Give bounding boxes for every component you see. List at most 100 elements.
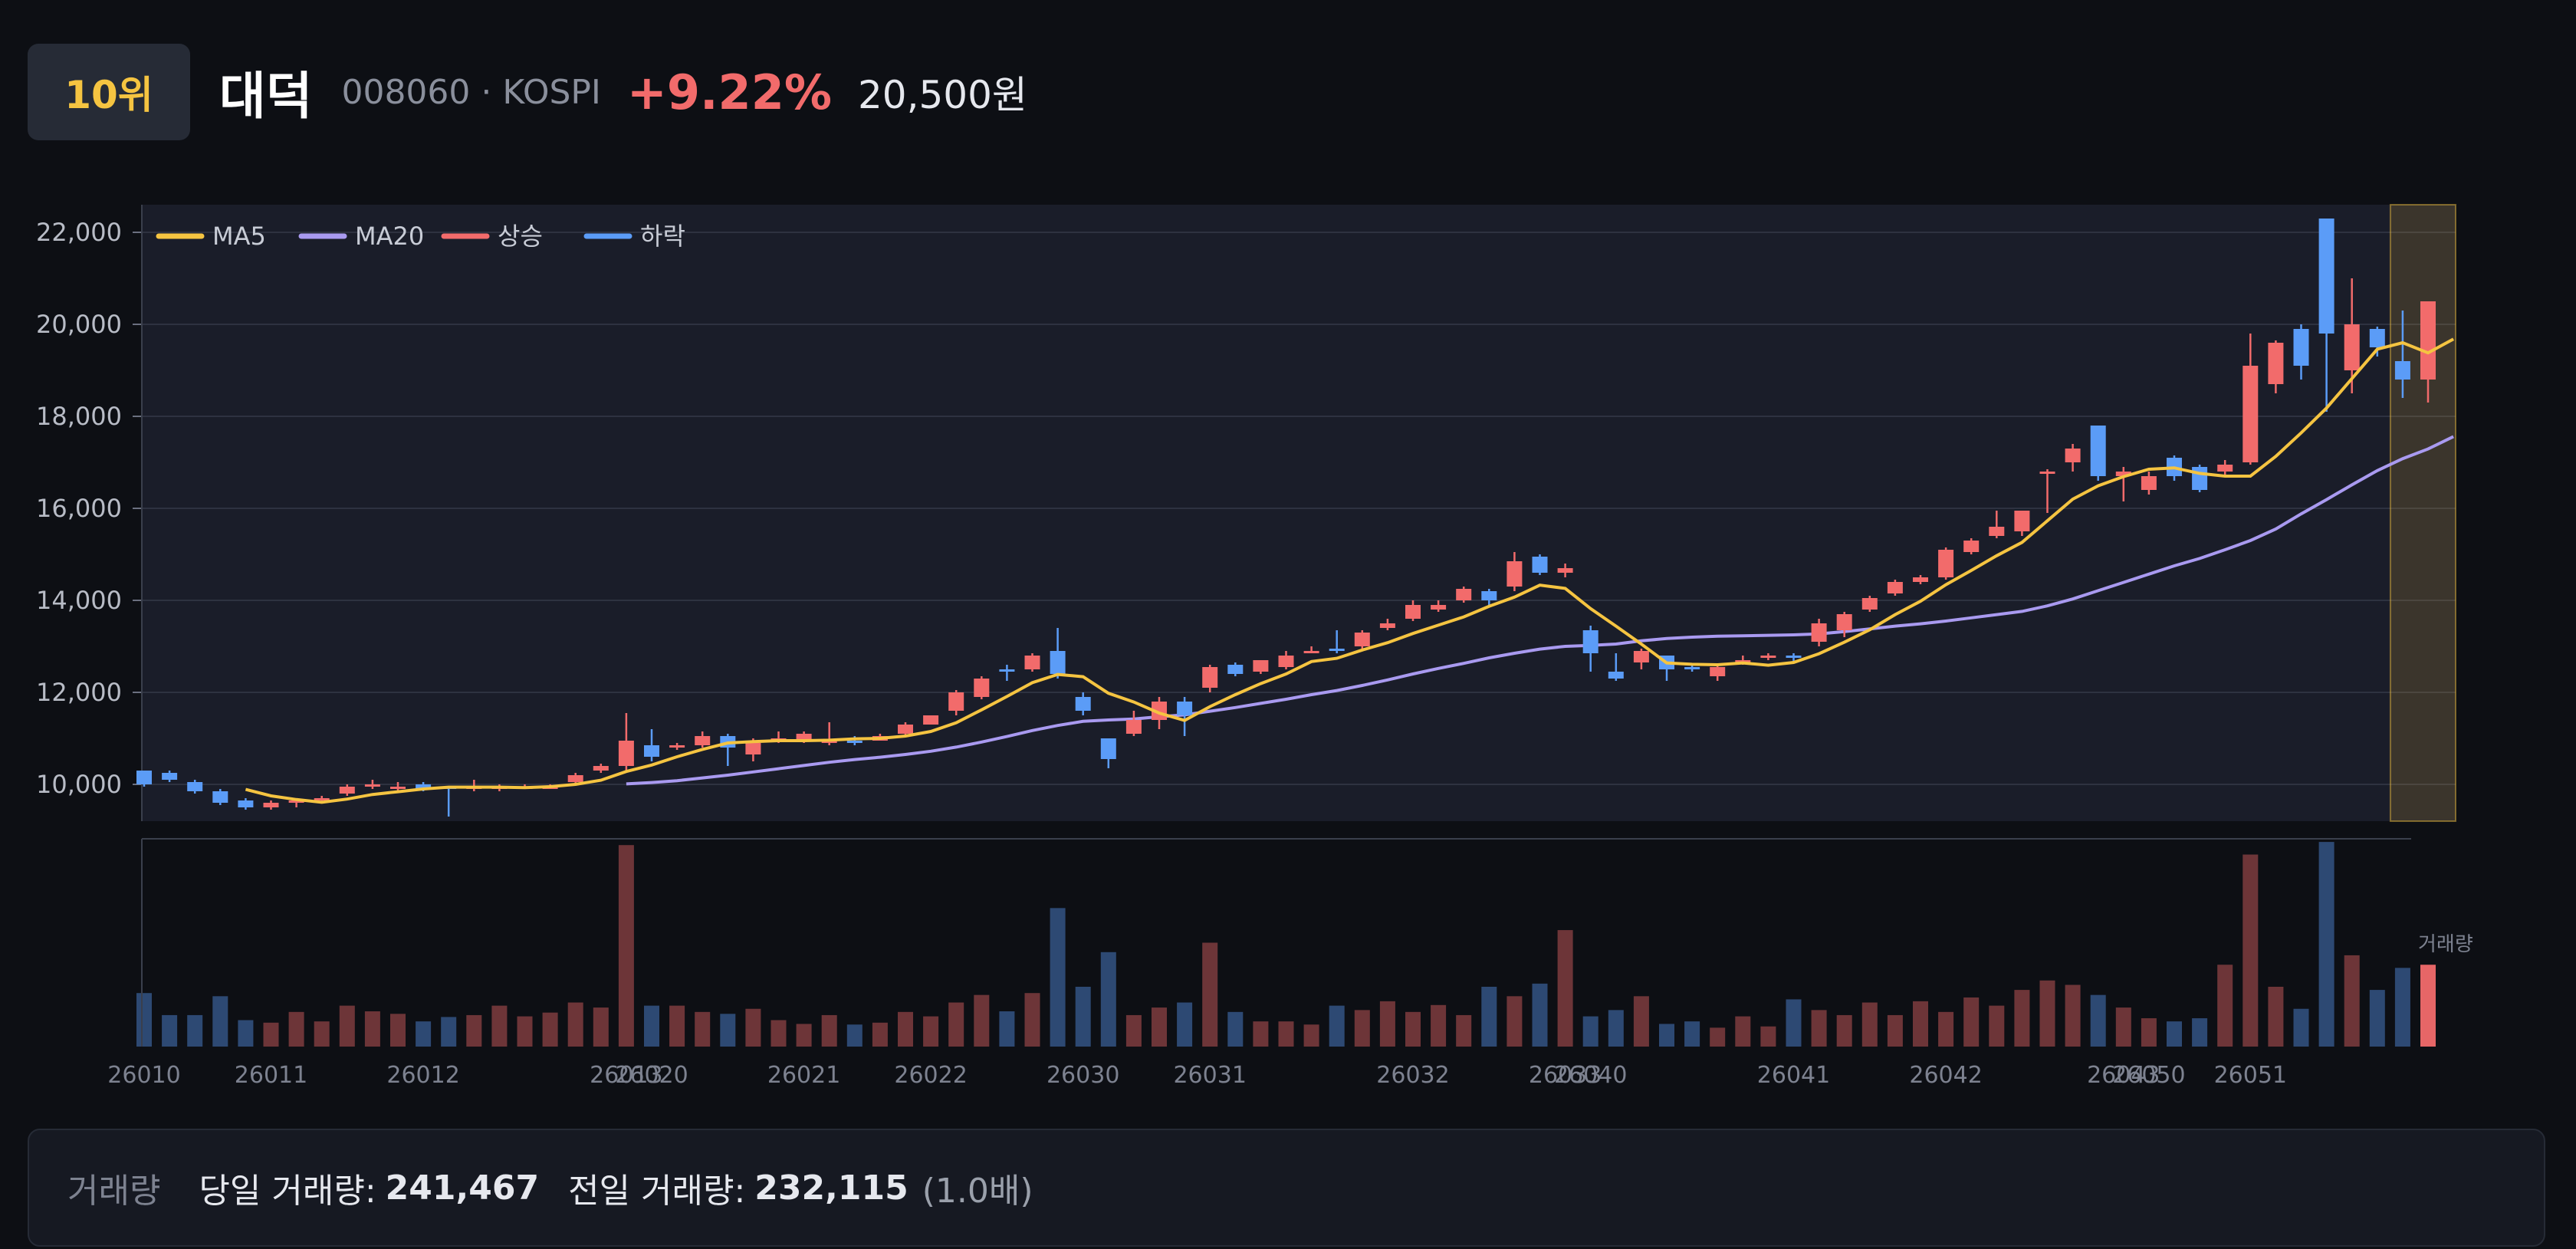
volume-bar xyxy=(745,1008,761,1047)
y-tick-label: 16,000 xyxy=(36,494,122,523)
candle xyxy=(1075,692,1091,715)
candle xyxy=(212,789,228,805)
volume-bar xyxy=(1633,996,1649,1047)
candle xyxy=(2090,426,2106,481)
volume-bar xyxy=(491,1005,508,1047)
volume-summary-label: 거래량 xyxy=(67,1172,161,1211)
volume-bar xyxy=(872,1022,888,1047)
candle xyxy=(1506,552,1523,591)
candle xyxy=(238,798,254,810)
candle-body xyxy=(1532,557,1548,573)
x-tick-label: 26051 xyxy=(2214,1062,2287,1089)
volume-bar xyxy=(1278,1021,1294,1047)
candle-body xyxy=(796,734,812,741)
volume-bar xyxy=(1684,1021,1700,1047)
legend-label: 하락 xyxy=(640,222,685,251)
volume-bar xyxy=(2141,1018,2157,1047)
candle xyxy=(339,784,355,796)
volume-bar xyxy=(720,1014,736,1047)
volume-bar xyxy=(288,1011,304,1047)
stock-code: 008060 · KOSPI xyxy=(341,72,601,112)
volume-bar xyxy=(974,994,990,1047)
x-tick-label: 26033 xyxy=(1529,1062,1602,1089)
volume-bar xyxy=(1253,1021,1269,1047)
candle xyxy=(1100,738,1116,768)
candle xyxy=(1278,651,1294,669)
volume-bar xyxy=(846,1024,863,1047)
candle-body xyxy=(263,803,279,807)
volume-bar xyxy=(1024,993,1040,1047)
x-tick-label: 26021 xyxy=(767,1062,840,1089)
volume-bar xyxy=(2167,1021,2182,1047)
volume-bar xyxy=(1786,999,1802,1047)
candle xyxy=(263,800,279,810)
volume-bar xyxy=(948,1002,964,1047)
volume-bar xyxy=(1456,1014,1472,1047)
candle-body xyxy=(1913,577,1928,582)
candle xyxy=(2141,472,2157,495)
candle-body xyxy=(2217,465,2233,472)
candle-body xyxy=(1278,656,1294,667)
candle xyxy=(1431,600,1447,612)
x-tick-label: 26031 xyxy=(1173,1062,1246,1089)
volume-bar xyxy=(1735,1016,1751,1047)
candle xyxy=(2014,511,2030,536)
volume-bar xyxy=(1354,1010,1370,1047)
volume-bar xyxy=(263,1022,279,1047)
candle xyxy=(1608,653,1624,681)
candle-body xyxy=(364,784,380,787)
candle-body xyxy=(898,725,913,734)
volume-bar xyxy=(364,1011,380,1047)
candle-body xyxy=(1329,649,1345,651)
volume-bar xyxy=(2242,854,2259,1047)
x-tick-label: 26040 xyxy=(1554,1062,1627,1089)
candle xyxy=(1760,653,1776,660)
x-tick-label: 26030 xyxy=(1046,1062,1119,1089)
candle xyxy=(1710,665,1726,681)
candle xyxy=(898,722,913,736)
volume-bar xyxy=(898,1011,913,1047)
legend-label: MA20 xyxy=(355,222,424,251)
volume-bar xyxy=(1887,1014,1903,1047)
x-tick-label: 26012 xyxy=(386,1062,459,1089)
stock-header: 10위 대덕 008060 · KOSPI +9.22% 20,500원 xyxy=(28,44,1027,140)
candle xyxy=(1354,630,1370,649)
x-tick-label: 26050 xyxy=(2112,1062,2185,1089)
volume-bar xyxy=(162,1014,178,1047)
candle xyxy=(2115,467,2131,501)
candle xyxy=(974,676,990,699)
y-tick-label: 20,000 xyxy=(36,310,122,339)
volume-bar xyxy=(1481,986,1497,1047)
volume-bar xyxy=(695,1011,711,1047)
volume-bar xyxy=(187,1014,203,1047)
x-tick-label: 26043 xyxy=(2087,1062,2160,1089)
candle xyxy=(1811,619,1827,646)
volume-bar xyxy=(1582,1016,1598,1047)
candle xyxy=(2065,444,2081,472)
candle-body xyxy=(1303,651,1319,653)
candle-body xyxy=(1963,541,1980,552)
candle-body xyxy=(1938,550,1954,577)
candle-body xyxy=(1405,605,1421,619)
volume-bar xyxy=(1861,1002,1878,1047)
volume-summary: 거래량 당일 거래량: 241,467 전일 거래량: 232,115 (1.0… xyxy=(28,1129,2545,1247)
volume-bar xyxy=(1760,1026,1776,1047)
volume-bar xyxy=(999,1011,1015,1047)
candle-body xyxy=(416,784,432,789)
candle xyxy=(1633,649,1649,669)
price-gridlines xyxy=(142,232,2456,785)
candle-body xyxy=(2192,467,2208,490)
candle-body xyxy=(390,787,406,789)
candle xyxy=(2344,278,2360,393)
volume-bar xyxy=(1329,1005,1345,1047)
current-price: 20,500원 xyxy=(857,73,1027,117)
candle-body xyxy=(1989,527,2005,536)
candle xyxy=(1684,665,1700,672)
price-plot-background xyxy=(142,205,2456,821)
volume-bar xyxy=(1075,986,1091,1047)
candle xyxy=(618,713,634,771)
y-tick-label: 12,000 xyxy=(36,678,122,707)
candle-body xyxy=(238,800,254,807)
candle xyxy=(669,743,685,750)
candle-body xyxy=(1786,656,1802,658)
